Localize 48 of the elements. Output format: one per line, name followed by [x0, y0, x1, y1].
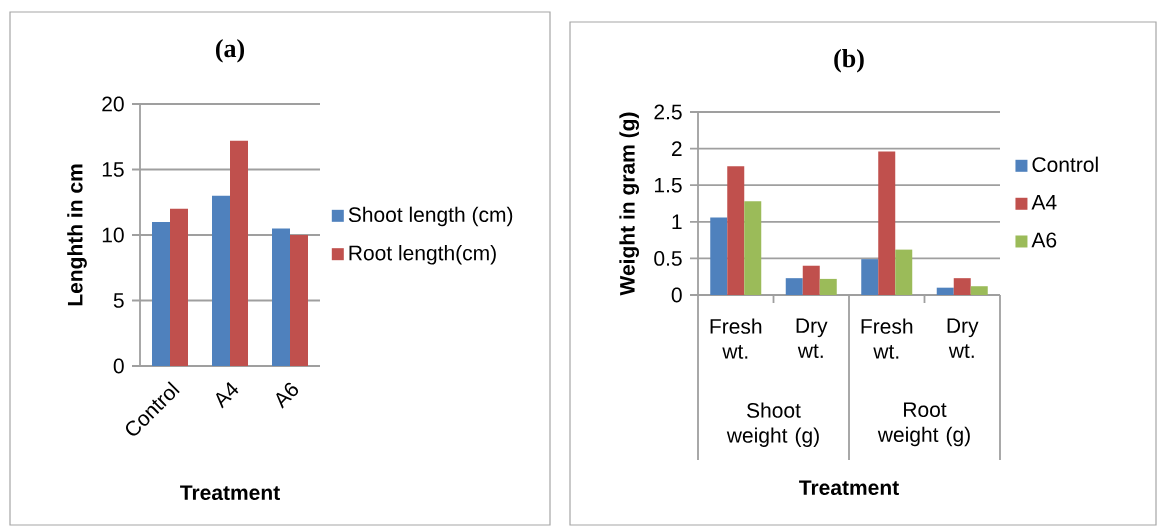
x-tick-label: Dry wt. [947, 318, 979, 359]
y-tick-label: 2 [671, 141, 682, 156]
y-tick-label: 10 [102, 227, 124, 243]
bar [230, 140, 248, 366]
bar [953, 278, 971, 296]
bar [819, 278, 837, 296]
bar [170, 208, 188, 366]
legend-label: A6 [1031, 232, 1057, 248]
bar [290, 235, 308, 366]
bar [212, 195, 230, 366]
y-tick-label: 15 [102, 162, 124, 177]
bar [861, 259, 879, 296]
x-tick-label: A6 [276, 382, 299, 409]
bar [970, 286, 988, 296]
y-tick-label: 2.5 [654, 104, 682, 120]
legend-label: Control [1032, 156, 1098, 173]
x-axis-title: Treatment [180, 485, 280, 501]
y-tick-label: 5 [113, 293, 124, 308]
y-tick-label: 1 [672, 214, 682, 230]
bar [936, 287, 954, 296]
x-tick-label: Fresh wt. [710, 318, 762, 359]
legend-label: Root length(cm) [349, 245, 496, 265]
x-tick-label: Dry wt. [796, 318, 828, 359]
y-axis-title: Weight in gram (g) [619, 112, 640, 296]
y-tick-label: 0 [671, 287, 682, 303]
text: Shoot weight (g) [726, 402, 819, 447]
y-tick-label: 1.5 [655, 177, 682, 193]
bar [895, 249, 913, 296]
bar [785, 278, 803, 296]
bar [802, 265, 820, 296]
y-axis-title: Lenghth in cm [67, 164, 87, 306]
y-tick-label: 20 [102, 96, 124, 112]
bar [878, 151, 896, 296]
chart-title: (a) [215, 39, 245, 63]
legend-label: Shoot length (cm) [348, 206, 513, 227]
legend-label: A4 [1031, 195, 1057, 210]
text: Root weight (g) [877, 402, 970, 447]
x-tick-label: Fresh wt. [861, 318, 913, 359]
y-tick-label: 0 [113, 358, 124, 374]
chart-title: (b) [834, 49, 864, 73]
bar [272, 228, 290, 366]
bar [152, 221, 170, 366]
bar [744, 201, 762, 296]
bar [710, 217, 728, 296]
bar [727, 166, 745, 296]
y-tick-label: 0.5 [654, 250, 682, 266]
x-axis-title: Treatment [799, 480, 899, 496]
x-tick-label: A4 [216, 382, 239, 409]
